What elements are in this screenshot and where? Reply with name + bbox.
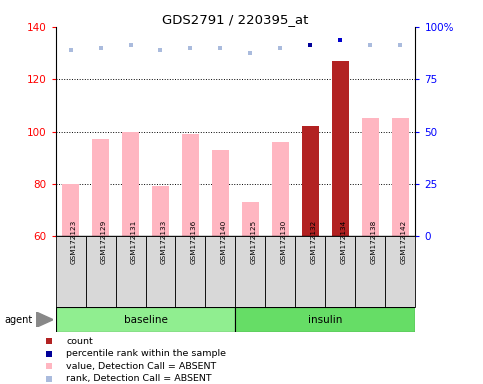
Title: GDS2791 / 220395_at: GDS2791 / 220395_at bbox=[162, 13, 309, 26]
Text: GSM172131: GSM172131 bbox=[130, 220, 137, 264]
Text: GSM172129: GSM172129 bbox=[100, 220, 107, 264]
Bar bbox=[62, 184, 79, 236]
Bar bbox=[175, 236, 205, 307]
Text: rank, Detection Call = ABSENT: rank, Detection Call = ABSENT bbox=[66, 374, 212, 383]
Polygon shape bbox=[36, 312, 53, 327]
Text: GSM172125: GSM172125 bbox=[251, 220, 256, 264]
Bar bbox=[392, 118, 409, 236]
Text: agent: agent bbox=[5, 314, 33, 325]
Bar bbox=[56, 307, 236, 332]
Text: GSM172138: GSM172138 bbox=[370, 220, 376, 264]
Bar bbox=[355, 236, 385, 307]
Text: percentile rank within the sample: percentile rank within the sample bbox=[66, 349, 226, 358]
Bar bbox=[85, 236, 115, 307]
Bar bbox=[182, 134, 199, 236]
Bar bbox=[152, 187, 169, 236]
Bar bbox=[296, 236, 326, 307]
Bar bbox=[205, 236, 236, 307]
Bar bbox=[122, 131, 139, 236]
Bar bbox=[236, 236, 266, 307]
Text: GSM172130: GSM172130 bbox=[281, 220, 286, 264]
Bar bbox=[242, 202, 259, 236]
Text: insulin: insulin bbox=[308, 314, 342, 325]
Text: GSM172140: GSM172140 bbox=[220, 220, 227, 264]
Bar bbox=[212, 150, 229, 236]
Bar bbox=[385, 236, 415, 307]
Text: GSM172136: GSM172136 bbox=[190, 220, 197, 264]
Bar bbox=[92, 139, 109, 236]
Bar bbox=[326, 236, 355, 307]
Text: baseline: baseline bbox=[124, 314, 168, 325]
Bar bbox=[115, 236, 145, 307]
Bar bbox=[332, 61, 349, 236]
Text: GSM172133: GSM172133 bbox=[160, 220, 167, 264]
Bar bbox=[266, 236, 296, 307]
Bar bbox=[56, 236, 85, 307]
Text: GSM172142: GSM172142 bbox=[400, 220, 406, 264]
Text: count: count bbox=[66, 337, 93, 346]
Bar bbox=[302, 126, 319, 236]
Text: GSM172123: GSM172123 bbox=[71, 220, 76, 264]
Bar bbox=[272, 142, 289, 236]
Bar bbox=[362, 118, 379, 236]
Bar bbox=[236, 307, 415, 332]
Bar bbox=[145, 236, 175, 307]
Text: GSM172132: GSM172132 bbox=[311, 220, 316, 264]
Text: GSM172134: GSM172134 bbox=[341, 220, 346, 264]
Text: value, Detection Call = ABSENT: value, Detection Call = ABSENT bbox=[66, 362, 216, 371]
